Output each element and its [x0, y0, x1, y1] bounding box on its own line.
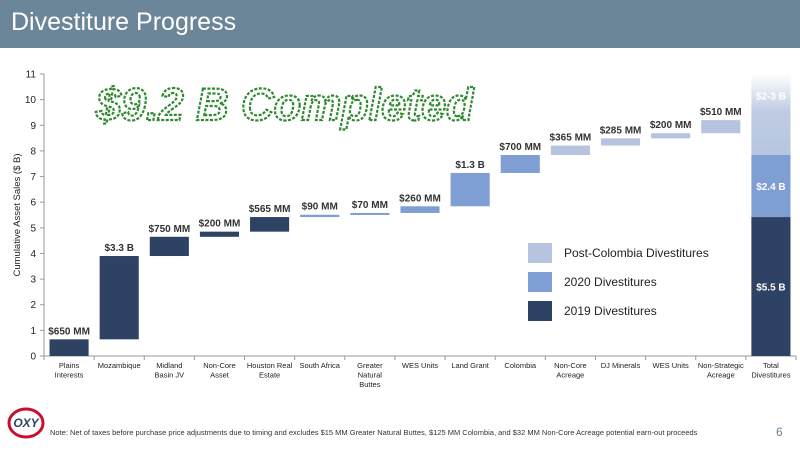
bar-value-label: $650 MM	[48, 326, 90, 337]
y-axis-label: Cumulative Asset Sales ($ B)	[12, 153, 23, 276]
legend-label: 2020 Divestitures	[564, 275, 657, 289]
bar-value-label: $285 MM	[600, 125, 642, 136]
y-tick-label: 5	[30, 223, 36, 234]
y-tick-label: 1	[30, 326, 36, 337]
x-tick-label: DJ Minerals	[601, 361, 641, 370]
bar-value-label: $565 MM	[249, 204, 291, 215]
y-tick-label: 3	[30, 275, 36, 286]
x-tick-label: Greater Natural Buttes	[357, 361, 383, 389]
waterfall-bar	[250, 217, 290, 232]
total-segment-label: $5.5 B	[756, 283, 785, 294]
waterfall-bar	[99, 256, 139, 340]
x-tick-label: Non-Strategic Acreage	[698, 361, 744, 380]
bar-value-label: $510 MM	[700, 107, 742, 118]
waterfall-bar	[701, 120, 741, 134]
legend-swatch	[528, 301, 552, 321]
x-tick-label: WES Units	[402, 361, 439, 370]
y-tick-label: 9	[30, 121, 36, 132]
y-tick-label: 10	[25, 95, 37, 106]
bar-value-label: $260 MM	[399, 193, 441, 204]
waterfall-bar	[300, 214, 340, 218]
waterfall-bar	[500, 155, 540, 173]
x-tick-label: Land Grant	[451, 361, 489, 370]
y-tick-label: 4	[30, 249, 36, 260]
legend-swatch	[528, 272, 552, 292]
bar-value-label: $750 MM	[148, 224, 190, 235]
bar-value-label: $3.3 B	[104, 243, 133, 254]
logo-text: OXY	[13, 416, 39, 430]
legend-swatch	[528, 243, 552, 263]
bar-value-label: $70 MM	[352, 200, 388, 211]
y-tick-label: 7	[30, 172, 36, 183]
oxy-logo: OXY	[7, 407, 45, 439]
waterfall-bar	[651, 133, 691, 139]
x-tick-label: Midland Basin JV	[155, 361, 185, 380]
bar-value-label: $700 MM	[499, 142, 541, 153]
waterfall-bar	[199, 231, 240, 237]
waterfall-bar	[49, 339, 89, 356]
x-tick-label: South Africa	[300, 361, 341, 370]
waterfall-chart: Cumulative Asset Sales ($ B) $9.2 B Comp…	[12, 70, 797, 389]
x-tick-label: Colombia	[504, 361, 537, 370]
bar-value-label: $200 MM	[650, 120, 692, 131]
x-tick-label: Non-Core Asset	[203, 361, 236, 380]
y-tick-label: 8	[30, 146, 36, 157]
y-tick-label: 11	[26, 70, 37, 81]
waterfall-bar	[149, 236, 189, 257]
bar-value-label: $1.3 B	[455, 160, 484, 171]
bar-value-label: $90 MM	[302, 202, 338, 213]
page-number: 6	[776, 425, 783, 439]
legend-label: 2019 Divestitures	[564, 304, 657, 318]
legend-label: Post-Colombia Divestitures	[564, 246, 709, 260]
waterfall-bar	[600, 138, 641, 146]
total-bar-segment	[751, 217, 791, 356]
bar-value-label: $200 MM	[199, 219, 241, 230]
total-bar-segment	[751, 74, 791, 156]
x-tick-label: Total Divestitures	[751, 361, 790, 380]
x-tick-label: Non-Core Acreage	[554, 361, 587, 380]
slide-header: Divestiture Progress	[0, 0, 800, 48]
slide-title: Divestiture Progress	[11, 8, 237, 36]
waterfall-bar	[450, 172, 490, 207]
total-segment-label: $2-3 B	[756, 92, 786, 103]
x-tick-label: Plains Interests	[55, 361, 84, 380]
waterfall-bar	[350, 212, 390, 215]
x-tick-label: Houston Real Estate	[247, 361, 293, 380]
y-tick-label: 6	[30, 198, 36, 209]
completed-annotation: $9.2 B Completed	[95, 79, 475, 130]
x-tick-label: Mozambique	[98, 361, 141, 370]
total-bar-segment	[751, 155, 791, 218]
bar-value-label: $365 MM	[550, 133, 592, 144]
y-tick-label: 2	[30, 300, 36, 311]
y-tick-label: 0	[30, 352, 36, 363]
waterfall-bar	[550, 145, 590, 156]
total-segment-label: $2.4 B	[756, 182, 785, 193]
footnote: Note: Net of taxes before purchase price…	[50, 428, 698, 437]
waterfall-bar	[400, 206, 440, 213]
x-tick-label: WES Units	[653, 361, 690, 370]
